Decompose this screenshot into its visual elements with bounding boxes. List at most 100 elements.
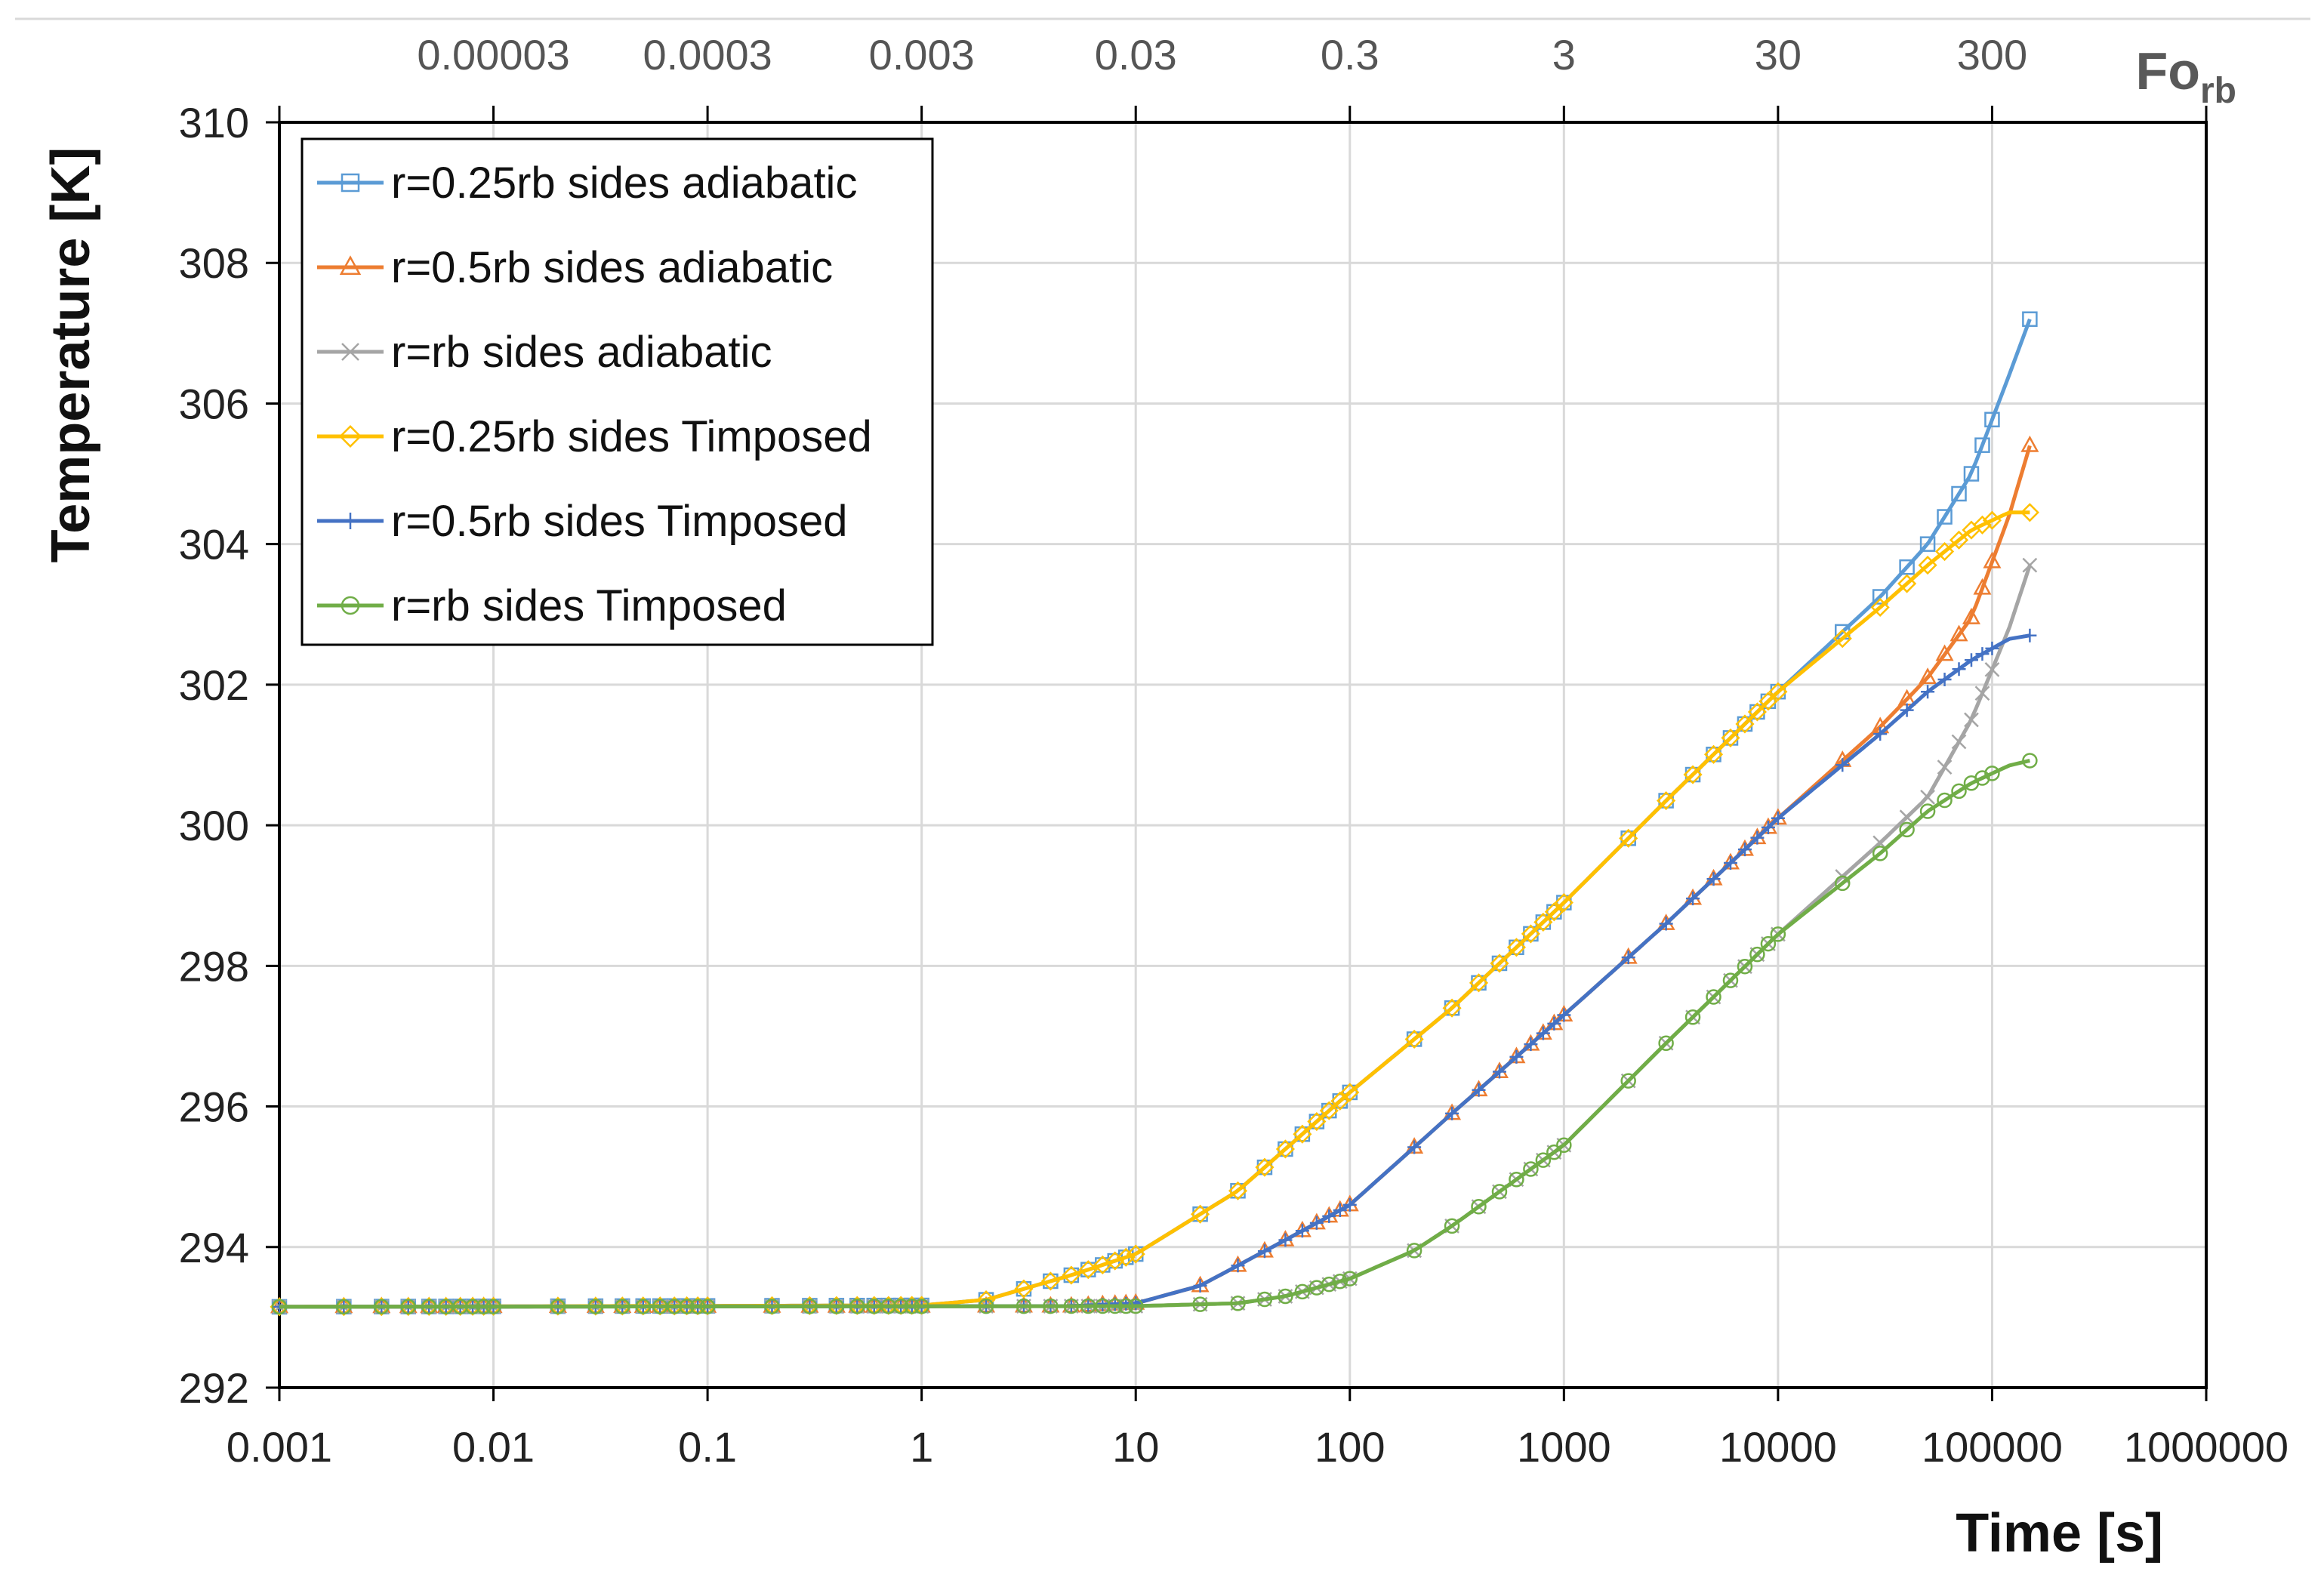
data-point bbox=[1062, 1265, 1081, 1285]
data-point bbox=[1278, 1288, 1293, 1305]
x-tick-labels: 0.001 0.01 0.1 1 10 100 1000 10000 100000 1000000 bbox=[227, 1423, 2289, 1471]
data-point bbox=[1964, 712, 1979, 728]
y-tick-label: 294 bbox=[179, 1224, 249, 1271]
data-point bbox=[1535, 1152, 1552, 1168]
data-point bbox=[1043, 1298, 1059, 1314]
data-point bbox=[1919, 667, 1937, 685]
data-point bbox=[2022, 753, 2038, 769]
data-point bbox=[1937, 672, 1952, 686]
data-point bbox=[1536, 1026, 1550, 1040]
data-point bbox=[1321, 1102, 1337, 1119]
data-point bbox=[1735, 714, 1755, 734]
data-point bbox=[1760, 693, 1777, 710]
series-layer bbox=[270, 311, 2039, 1317]
data-point bbox=[1509, 1171, 1524, 1188]
data-point bbox=[1256, 1291, 1273, 1308]
data-point bbox=[1116, 1247, 1136, 1267]
series-line bbox=[279, 564, 2032, 1309]
data-point bbox=[679, 1299, 695, 1314]
y-tick-label: 306 bbox=[179, 380, 249, 427]
data-point bbox=[587, 1299, 604, 1314]
data-point bbox=[2020, 503, 2039, 522]
data-point bbox=[1657, 790, 1676, 811]
x-tick-label: 0.001 bbox=[227, 1423, 332, 1471]
data-point bbox=[1973, 578, 1992, 595]
data-point bbox=[1078, 1260, 1098, 1280]
data-point bbox=[1619, 828, 1638, 848]
data-point bbox=[1308, 1114, 1325, 1129]
data-point bbox=[1937, 760, 1953, 775]
data-point bbox=[1706, 989, 1721, 1005]
data-point bbox=[1768, 682, 1788, 701]
data-point bbox=[689, 1299, 706, 1314]
top-tick-label: 0.3 bbox=[1321, 31, 1379, 79]
data-point bbox=[1406, 1243, 1422, 1259]
data-point bbox=[2023, 628, 2037, 642]
grid bbox=[266, 106, 2208, 1401]
data-point bbox=[1872, 846, 1888, 861]
data-point bbox=[1444, 1000, 1460, 1016]
data-point bbox=[1554, 892, 1573, 913]
data-point bbox=[1750, 830, 1765, 845]
x-tick-label: 1000 bbox=[1517, 1423, 1611, 1471]
data-point bbox=[1127, 1246, 1144, 1262]
data-point bbox=[1471, 1199, 1487, 1215]
y-tick-label: 310 bbox=[179, 99, 249, 146]
data-point bbox=[1921, 685, 1935, 699]
data-point bbox=[1706, 872, 1721, 886]
legend-label: r=0.25rb sides adiabatic bbox=[391, 159, 857, 208]
legend-label: r=0.25rb sides Timposed bbox=[391, 412, 872, 461]
legend-label: r=rb sides Timposed bbox=[391, 581, 787, 630]
y-axis-title: Temperature [K] bbox=[41, 147, 101, 563]
data-point bbox=[666, 1299, 683, 1314]
data-point bbox=[1984, 411, 2000, 428]
series-r-0-5rb-sides-timposed bbox=[273, 628, 2037, 1314]
data-point bbox=[1760, 935, 1777, 952]
top-tick-label: 0.03 bbox=[1095, 31, 1177, 79]
top-tick-label: 0.00003 bbox=[417, 31, 569, 79]
data-point bbox=[1920, 789, 1935, 805]
data-point bbox=[1332, 1273, 1348, 1289]
data-point bbox=[2020, 435, 2039, 452]
data-point bbox=[1472, 1083, 1486, 1097]
data-point bbox=[1547, 1016, 1561, 1031]
data-point bbox=[550, 1299, 566, 1314]
legend: r=0.25rb sides adiabatic r=0.5rb sides ad… bbox=[301, 137, 934, 646]
data-point bbox=[1870, 597, 1890, 618]
series-r-rb-sides-timposed bbox=[271, 753, 2038, 1315]
y-tick-label: 304 bbox=[179, 521, 249, 568]
data-point bbox=[1193, 1278, 1207, 1293]
series-line bbox=[279, 758, 2030, 1309]
data-point bbox=[1333, 1203, 1347, 1217]
data-point bbox=[1509, 939, 1524, 956]
data-point bbox=[1684, 766, 1701, 783]
data-point bbox=[1951, 783, 1967, 800]
legend-item: r=rb sides adiabatic bbox=[317, 328, 772, 377]
data-point bbox=[1546, 904, 1562, 920]
data-point bbox=[849, 1299, 865, 1314]
data-point bbox=[1127, 1298, 1144, 1314]
data-point bbox=[1722, 730, 1739, 746]
data-point bbox=[1937, 792, 1953, 809]
data-point bbox=[1919, 536, 1936, 552]
legend-item: r=0.25rb sides Timposed bbox=[317, 412, 872, 461]
data-point bbox=[1934, 541, 1955, 562]
data-point bbox=[1307, 1111, 1327, 1132]
data-point bbox=[1535, 914, 1552, 930]
data-point bbox=[1105, 1251, 1125, 1271]
top-tick-label: 3 bbox=[1552, 31, 1576, 79]
data-point bbox=[464, 1299, 481, 1314]
data-point bbox=[1556, 1137, 1572, 1154]
data-point bbox=[1658, 793, 1674, 809]
data-point bbox=[1192, 1296, 1208, 1312]
data-point bbox=[1016, 1298, 1032, 1314]
data-point bbox=[635, 1299, 652, 1314]
series-line bbox=[279, 633, 2030, 1309]
data-point bbox=[1686, 892, 1700, 906]
data-point bbox=[1509, 1049, 1524, 1064]
data-point bbox=[1523, 1161, 1539, 1177]
data-point bbox=[452, 1299, 468, 1314]
data-point bbox=[1107, 1298, 1123, 1314]
data-point bbox=[1332, 1093, 1348, 1109]
data-point bbox=[699, 1299, 716, 1314]
